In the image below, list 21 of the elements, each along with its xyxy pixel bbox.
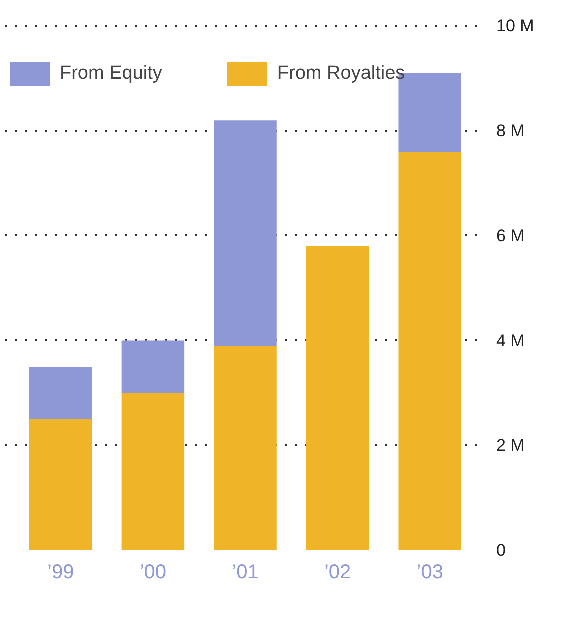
x-tick-label: ’99 [48,562,74,584]
y-tick-label: 10 M [496,16,534,36]
x-tick-label: ’03 [416,562,444,584]
legend-label: From Equity [60,62,162,86]
bar [398,152,462,550]
bar [214,120,277,346]
bar [30,419,92,550]
bar [306,246,370,550]
y-tick-label: 0 [496,541,506,560]
x-tick-label: ’02 [324,562,352,584]
bar [214,346,277,550]
y-tick-label: 8 M [496,122,525,141]
x-tick-label: ’01 [232,562,259,584]
bar [30,367,92,420]
y-tick-label: 6 M [496,226,525,246]
y-tick-label: 2 M [496,436,525,456]
y-tick-label: 4 M [496,331,525,350]
x-tick-label: ’00 [140,562,167,584]
legend-label: From Royalties [277,62,406,86]
bar [122,393,185,550]
bar [122,340,185,394]
